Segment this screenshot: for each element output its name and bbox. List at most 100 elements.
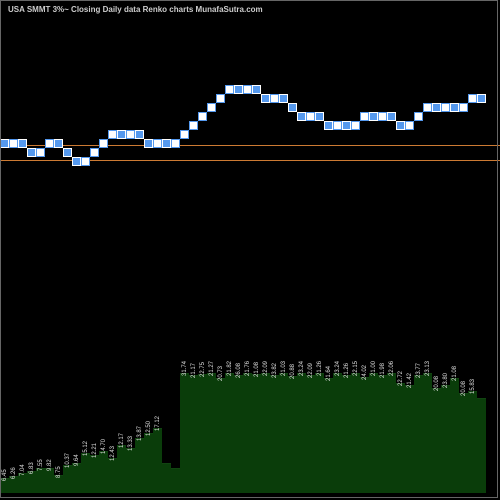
value-label: 21.98 (380, 363, 386, 378)
renko-brick-up (351, 121, 360, 130)
renko-brick-down (135, 130, 144, 139)
renko-brick-down (432, 103, 441, 112)
volume-bar (441, 385, 450, 493)
value-label: 21.26 (344, 363, 350, 378)
renko-brick-down (450, 103, 459, 112)
volume-bar (279, 373, 288, 493)
renko-brick-down (315, 112, 324, 121)
value-label: 21.08 (452, 366, 458, 381)
value-label: 20.08 (434, 376, 440, 391)
renko-brick-down (117, 130, 126, 139)
value-label: 20.88 (290, 364, 296, 379)
volume-bar (63, 465, 72, 493)
renko-brick-up (9, 139, 18, 148)
renko-brick-up (441, 103, 450, 112)
renko-brick-up (189, 121, 198, 130)
value-label: 6.26 (11, 467, 17, 479)
volume-bar (315, 373, 324, 493)
renko-brick-up (81, 157, 90, 166)
renko-brick-down (297, 112, 306, 121)
volume-bar (468, 391, 477, 493)
volume-bar (90, 455, 99, 493)
volume-bar (324, 378, 333, 493)
value-label: 12.21 (92, 443, 98, 458)
value-label: 22.06 (389, 361, 395, 376)
value-label: 21.64 (326, 366, 332, 381)
value-label: 9.82 (47, 459, 53, 471)
value-label: 23.24 (335, 361, 341, 376)
renko-brick-down (396, 121, 405, 130)
volume-bar (405, 385, 414, 493)
value-label: 21.17 (191, 363, 197, 378)
volume-bar (234, 375, 243, 493)
volume-bar (162, 463, 171, 493)
value-label: 23.13 (425, 361, 431, 376)
renko-brick-up (216, 94, 225, 103)
value-label: 7.04 (20, 464, 26, 476)
volume-bar (207, 373, 216, 493)
value-label: 13.87 (137, 426, 143, 441)
value-label: 21.82 (227, 361, 233, 376)
value-label: 22.72 (398, 371, 404, 386)
value-label: 21.76 (245, 361, 251, 376)
value-label: 23.80 (443, 373, 449, 388)
value-label: 8.75 (56, 466, 62, 478)
volume-bar (126, 448, 135, 493)
value-label: 14.70 (101, 439, 107, 454)
value-label: 10.37 (65, 453, 71, 468)
renko-brick-up (45, 139, 54, 148)
renko-brick-down (342, 121, 351, 130)
value-label: 20.08 (461, 381, 467, 396)
value-label: 26.08 (236, 363, 242, 378)
value-label: 22.09 (308, 363, 314, 378)
renko-brick-up (243, 85, 252, 94)
value-label: 21.08 (254, 362, 260, 377)
value-label: 22.15 (353, 361, 359, 376)
volume-bar (216, 378, 225, 493)
renko-brick-down (144, 139, 153, 148)
value-label: 23.82 (272, 363, 278, 378)
renko-brick-down (162, 139, 171, 148)
value-label: 9.64 (74, 454, 80, 466)
renko-brick-up (99, 139, 108, 148)
renko-brick-up (468, 94, 477, 103)
volume-bar (423, 373, 432, 493)
renko-brick-down (27, 148, 36, 157)
renko-brick-up (108, 130, 117, 139)
renko-brick-up (270, 94, 279, 103)
volume-bar (225, 373, 234, 493)
value-label: 23.77 (416, 363, 422, 378)
volume-bar (18, 473, 27, 493)
renko-brick-down (63, 148, 72, 157)
value-label: 31.74 (182, 361, 188, 376)
volume-bar (414, 375, 423, 493)
value-label: 21.00 (371, 361, 377, 376)
volume-bar (72, 463, 81, 493)
renko-brick-up (207, 103, 216, 112)
renko-brick-down (0, 139, 9, 148)
volume-bar (81, 453, 90, 493)
volume-bar (297, 373, 306, 493)
renko-brick-down (54, 139, 63, 148)
volume-bar (27, 471, 36, 493)
volume-bar (153, 428, 162, 493)
value-label: 23.24 (299, 361, 305, 376)
renko-brick-up (333, 121, 342, 130)
volume-chart-area (0, 373, 500, 493)
value-label: 12.17 (119, 433, 125, 448)
volume-bar (189, 375, 198, 493)
renko-brick-up (225, 85, 234, 94)
value-label: 21.26 (317, 361, 323, 376)
value-label: 12.43 (110, 446, 116, 461)
volume-bar (261, 373, 270, 493)
renko-brick-up (180, 130, 189, 139)
renko-brick-down (387, 112, 396, 121)
value-label: 6.83 (29, 462, 35, 474)
volume-bar (306, 375, 315, 493)
renko-brick-up (306, 112, 315, 121)
renko-brick-down (477, 94, 486, 103)
renko-brick-down (324, 121, 333, 130)
volume-bar (387, 373, 396, 493)
renko-brick-up (405, 121, 414, 130)
volume-bar (252, 374, 261, 493)
